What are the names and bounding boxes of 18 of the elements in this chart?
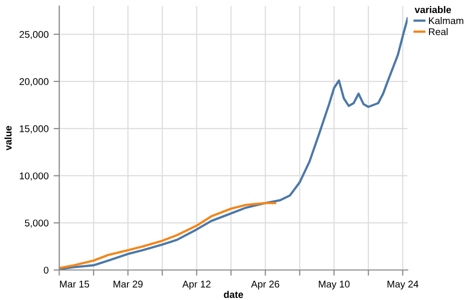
x-tick-label: May 10: [318, 280, 350, 290]
y-axis-title: value: [4, 126, 12, 150]
x-tick-label: Apr 12: [182, 280, 210, 290]
y-tick-label: 25,000: [20, 31, 48, 40]
y-tick-label: 20,000: [20, 78, 48, 86]
line-series: [59, 202, 276, 270]
x-axis-title: date: [224, 290, 244, 298]
legend-label: Kalmam: [429, 17, 464, 24]
legend-label: Real: [429, 28, 448, 36]
y-tick-label: 0: [44, 266, 48, 274]
x-tick-label: May 24: [388, 280, 418, 290]
x-tick-label: Apr 26: [251, 280, 280, 290]
x-tick-label: Mar 29: [114, 280, 143, 288]
y-tick-label: 15,000: [20, 125, 48, 134]
x-tick-label: Mar 15: [60, 280, 90, 288]
y-tick-label: 10,000: [20, 172, 48, 180]
y-tick-label: 5,000: [24, 220, 48, 228]
legend-title: variable: [414, 6, 452, 14]
